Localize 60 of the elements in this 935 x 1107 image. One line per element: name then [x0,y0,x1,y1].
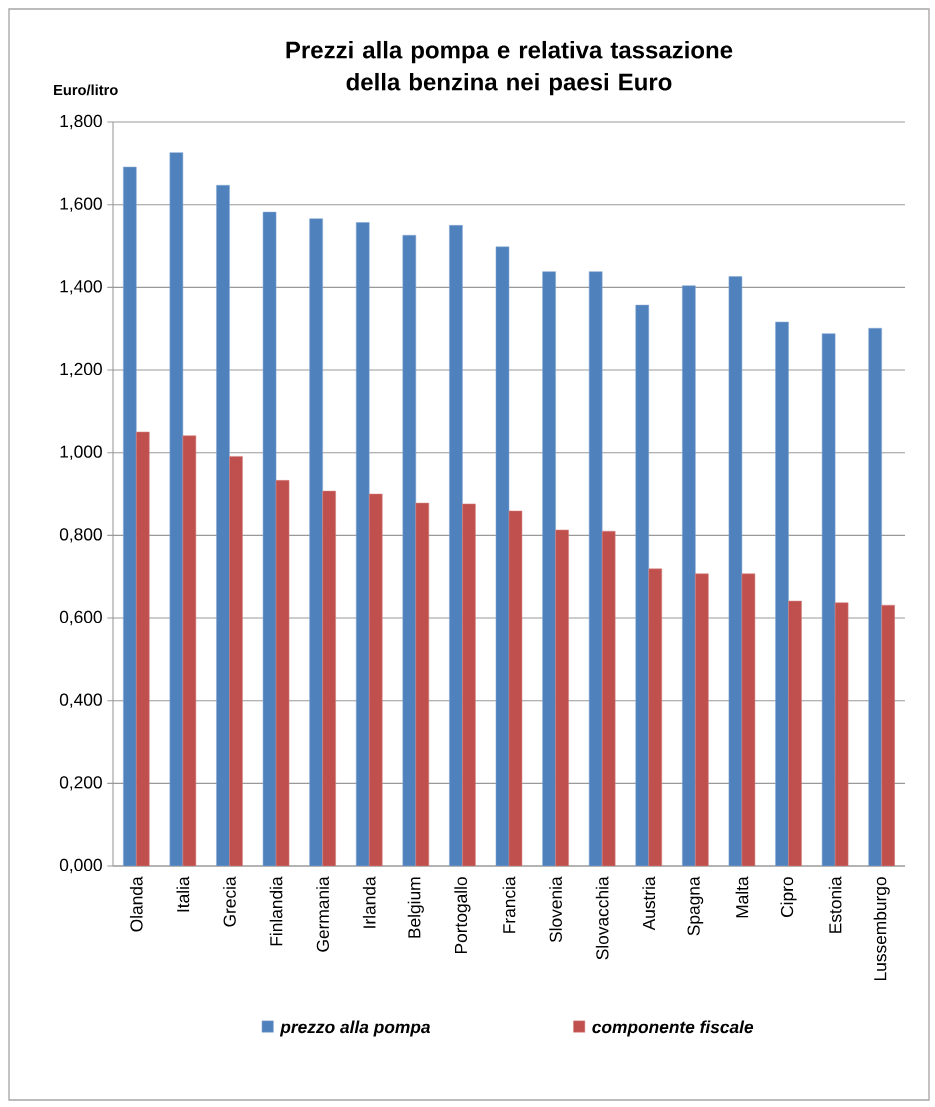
legend-label: componente fiscale [592,1020,754,1037]
y-tick-label: 0,600 [59,610,102,626]
x-tick-label: Malta [735,876,749,918]
bar [788,600,802,867]
bar [508,510,523,867]
x-tick-label: Olanda [129,876,143,932]
y-tick-label: 0,400 [59,693,102,708]
x-tick-label: Germania [316,876,330,952]
y-axis-title: Euro/litro [54,84,118,96]
bar [216,184,230,867]
bar [368,493,383,867]
x-tick-label: Francia [502,876,516,933]
bar [229,456,243,867]
bar [881,604,895,867]
x-tick-label: Portogallo [454,877,471,954]
bar [741,573,756,867]
bar [695,573,709,867]
bar [588,271,603,867]
x-tick-label: Estonia [828,876,842,933]
bar [775,321,789,867]
y-tick-label: 1,200 [60,362,102,378]
x-tick-label: Austria [642,876,656,931]
x-tick-label: Belgium [407,877,424,938]
bar [635,304,650,867]
x-tick-label: Slovenia [549,876,562,943]
bar [601,530,616,867]
bar [542,271,556,867]
x-tick-label: Finlandia [269,876,283,946]
bar [123,166,137,867]
bar [322,490,336,867]
bar [648,568,663,867]
bar [868,328,882,867]
bar [415,502,430,867]
y-tick-label: 1,800 [60,114,102,130]
bar [355,222,370,867]
x-tick-label: Irlanda [362,876,376,928]
bar [402,235,417,867]
x-tick-label: Spagna [687,876,704,936]
bar [682,285,696,867]
x-tick-label: Italia [176,876,190,912]
bar [462,503,476,867]
x-tick-label: Slovacchia [595,876,609,960]
y-tick-label: 0,800 [59,528,102,543]
chart-title: Prezzi alla pompa e relativa tassazione della benzina nei paesi Euro [286,40,733,96]
bar [275,480,290,867]
bar [182,435,197,867]
y-tick-label: 1,600 [60,197,102,212]
bar [834,602,849,867]
x-tick-label: Lussemburgo [873,877,890,981]
bar [136,431,150,867]
legend-label: prezzo alla pompa [279,1020,431,1037]
y-tick-label: 0,200 [59,776,102,791]
bar [449,225,463,867]
y-tick-label: 1,400 [60,280,102,295]
bar [555,529,569,867]
x-tick-label: Cipro [780,877,797,917]
y-tick-label: 0,000 [59,858,102,874]
bar [309,218,323,867]
x-tick-label: Grecia [223,876,236,927]
y-tick-label: 1,000 [60,445,102,460]
